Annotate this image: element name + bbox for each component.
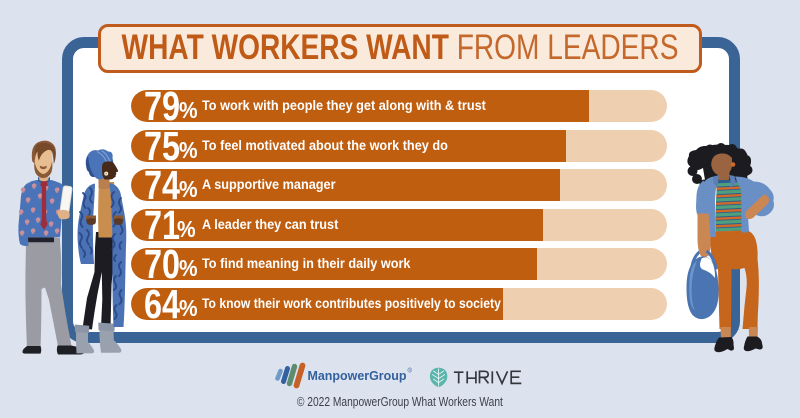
svg-text:ManpowerGroup: ManpowerGroup xyxy=(308,369,407,383)
svg-text:®: ® xyxy=(408,368,413,375)
